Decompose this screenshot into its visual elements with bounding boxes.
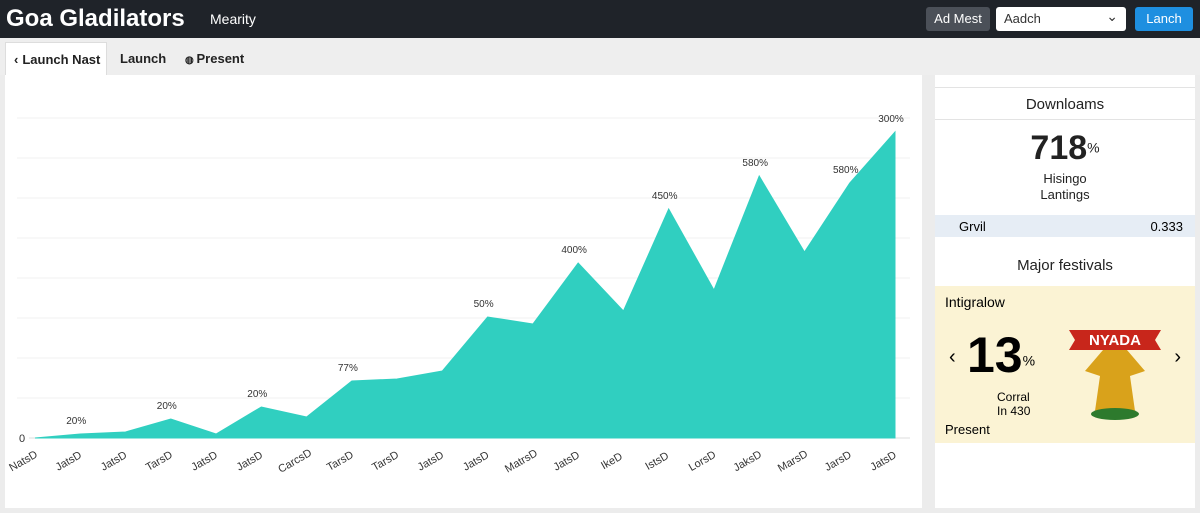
annotation: 50%	[474, 299, 494, 310]
prev-arrow[interactable]: ‹	[949, 346, 956, 368]
x-tick-label: NatsD	[7, 449, 40, 475]
annotation: 77%	[338, 363, 358, 374]
annotation: 20%	[66, 416, 86, 427]
festival-unit: %	[1022, 352, 1036, 369]
side-panel: Downloams 718% Hisingo Lantings Grvil 0.…	[935, 75, 1195, 508]
tab-label: Present	[196, 51, 245, 66]
divider	[935, 119, 1195, 120]
x-tick-label: JatsD	[189, 449, 219, 473]
festival-heading: Intigralow	[945, 294, 1005, 310]
stat: 718%	[935, 129, 1195, 168]
stat-caption: Lantings	[1040, 187, 1090, 202]
x-tick-label: JatsD	[868, 449, 898, 473]
card-title: Downloams	[1025, 96, 1105, 113]
festival-caption: In 430	[997, 404, 1031, 418]
divider	[935, 87, 1195, 88]
emblem-figure	[1085, 336, 1145, 411]
stat-caption: Hisingo	[1043, 171, 1087, 186]
row-label: Grvil	[959, 219, 986, 234]
x-tick-label: JaksD	[731, 449, 764, 475]
launch-button[interactable]: Lanch	[1135, 7, 1193, 31]
app-title: Goa Gladilators	[6, 5, 185, 32]
x-tick-label: JatsD	[461, 449, 491, 473]
tab[interactable]: Launch	[120, 51, 167, 66]
next-arrow[interactable]: ›	[1174, 346, 1181, 368]
stat-row: Grvil 0.333	[935, 215, 1195, 237]
y-tick-label: 0	[19, 433, 25, 445]
x-tick-label: JatsD	[235, 449, 265, 473]
x-tick-label: MarsD	[776, 448, 810, 475]
add-button[interactable]: Ad Mest	[926, 7, 990, 31]
festival-emblem: NYADA	[1069, 330, 1161, 420]
row-value: 0.333	[1150, 219, 1183, 234]
emblem-text: NYADA	[1089, 332, 1141, 349]
x-tick-label: JarsD	[823, 449, 854, 474]
tab[interactable]: ‹ Launch Nast	[5, 42, 107, 76]
annotation: 450%	[652, 191, 678, 202]
festival-footer: Present	[945, 422, 990, 437]
x-tick-label: MatrsD	[503, 447, 540, 475]
x-tick-label: JatsD	[416, 449, 446, 473]
x-tick-label: CarcsD	[276, 447, 314, 476]
x-tick-label: TarsD	[370, 449, 401, 474]
festival-caption: Corral	[997, 390, 1030, 404]
card-title: Major festivals	[1017, 257, 1113, 274]
tab[interactable]: ◍ Present	[185, 51, 245, 66]
annotation: 20%	[247, 389, 267, 400]
x-tick-label: IkeD	[599, 451, 625, 473]
x-tick-label: TarsD	[144, 449, 175, 474]
annotation: 400%	[561, 245, 587, 256]
x-tick-label: TarsD	[325, 449, 356, 474]
stat-unit: %	[1087, 139, 1100, 156]
x-tick-label: LorsD	[687, 449, 718, 474]
annotation: 580%	[742, 158, 768, 169]
festival-stat: 13%	[967, 326, 1035, 384]
annotation: 20%	[157, 401, 177, 412]
search-select[interactable]: Aadch	[996, 4, 1126, 31]
app-subtitle[interactable]: Mearity	[210, 11, 256, 27]
emblem-banner	[1069, 330, 1161, 350]
x-tick-label: JatsD	[54, 449, 84, 473]
chart: 0 NatsD JatsD JatsD TarsD JatsD JatsD CarcsD Tar…	[7, 114, 910, 476]
tab-bar: ‹ Launch Nast Launch ◍ Present	[0, 38, 1200, 76]
annotation: 580%	[833, 165, 859, 176]
chart-panel: 0 NatsD JatsD JatsD TarsD JatsD JatsD CarcsD Tar…	[5, 75, 922, 508]
festival-card: Intigralow ‹ › 13% Corral In 430 Present…	[935, 286, 1195, 443]
stat-value: 718	[1030, 129, 1088, 167]
area	[34, 130, 896, 439]
festival-value: 13	[967, 327, 1023, 383]
x-tick-label: JatsD	[551, 449, 581, 473]
x-tick-label: IstsD	[643, 450, 671, 473]
emblem-base	[1091, 408, 1139, 420]
header: Goa Gladilators Mearity Ad Mest Aadch La…	[0, 0, 1200, 38]
annotation: 300%	[878, 114, 904, 125]
x-tick-label: JatsD	[99, 449, 129, 473]
tab-label: Launch Nast	[22, 52, 101, 67]
